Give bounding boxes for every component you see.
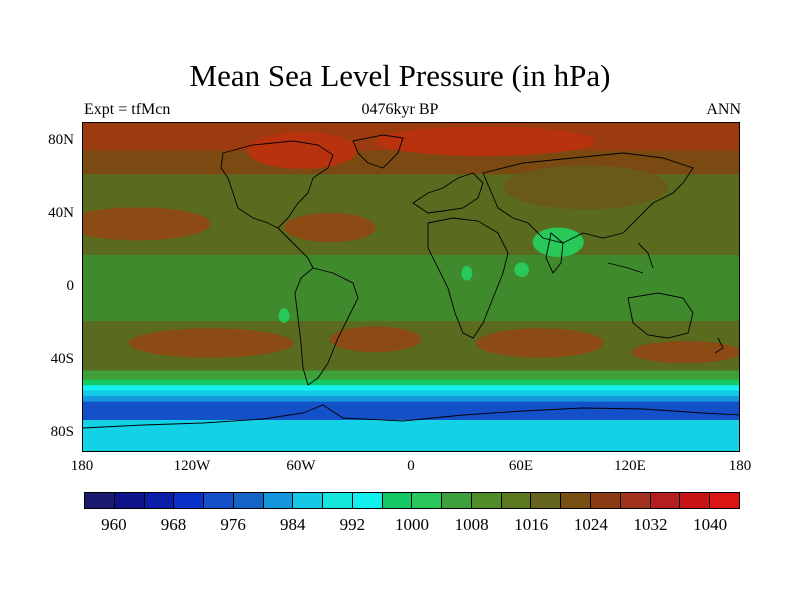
lat-label-40n: 40N [48, 205, 74, 221]
colorbar-swatch [650, 493, 681, 508]
colorbar-swatch [85, 493, 115, 508]
colorbar-swatch [352, 493, 383, 508]
colorbar-label: 1024 [573, 515, 608, 534]
colorbar-swatch [114, 493, 145, 508]
colorbar-swatch [233, 493, 264, 508]
colorbar-label: 1032 [633, 515, 668, 534]
pressure-high-cell [128, 328, 294, 358]
lon-label-120w: 120W [173, 458, 211, 474]
colorbar-swatch [501, 493, 532, 508]
colorbar-label: 1016 [514, 515, 549, 534]
lon-label-60e: 60E [508, 458, 534, 474]
colorbar-label: 984 [279, 515, 306, 534]
colorbar-label: 968 [160, 515, 187, 534]
colorbar-swatch [620, 493, 651, 508]
colorbar-swatch [680, 493, 711, 508]
pressure-band-6 [83, 370, 739, 381]
pressure-band-11 [83, 401, 739, 421]
colorbar-swatch [561, 493, 592, 508]
pressure-high-cell [83, 207, 211, 241]
lat-label-eq: 0 [66, 278, 75, 294]
pressure-low-cell [278, 308, 290, 323]
colorbar-label: 976 [220, 515, 246, 534]
lon-label-60w: 60W [286, 458, 316, 474]
pressure-high-cell [475, 328, 604, 358]
colorbar-swatch [204, 493, 234, 508]
colorbar-label: 1008 [454, 515, 489, 534]
season-label: ANN [706, 101, 741, 118]
colorbar-swatch [412, 493, 443, 508]
colorbar-swatch [710, 493, 739, 508]
colorbar-swatch [323, 493, 353, 508]
pressure-band-10 [83, 396, 739, 403]
lon-label-120e: 120E [614, 458, 646, 474]
pressure-band-8 [83, 385, 739, 392]
lon-label-0: 0 [407, 458, 415, 474]
colorbar-label: 960 [101, 515, 127, 534]
pressure-low-cell [514, 262, 529, 277]
map-title: Mean Sea Level Pressure (in hPa) [189, 58, 611, 93]
pressure-band-7 [83, 379, 739, 386]
coastlines [83, 134, 739, 429]
colorbar-label: 1040 [693, 515, 728, 534]
colorbar-swatch [144, 493, 175, 508]
pressure-band-4 [83, 255, 739, 322]
colorbar-swatch [174, 493, 205, 508]
colorbar-swatch [531, 493, 562, 508]
lat-label-80n: 80N [48, 132, 74, 148]
pressure-high-cell [247, 132, 358, 169]
pressure-high-cell [375, 126, 595, 156]
colorbar-swatch [591, 493, 621, 508]
period-label: 0476kyr BP [361, 101, 439, 118]
lon-label-180w: 180 [70, 458, 94, 474]
colorbar-swatch [471, 493, 502, 508]
lat-label-40s: 40S [50, 351, 74, 367]
pressure-field [83, 123, 739, 451]
colorbar-swatch [263, 493, 294, 508]
pressure-band-12 [83, 420, 739, 451]
colorbar [84, 492, 740, 509]
pressure-high-cell [503, 165, 668, 210]
colorbar-label: 1000 [395, 515, 429, 534]
colorbar-swatch [382, 493, 413, 508]
colorbar-swatch [442, 493, 472, 508]
colorbar-label: 992 [339, 515, 366, 534]
experiment-label: Expt = tfMcn [84, 101, 171, 118]
pressure-high-cell [284, 212, 376, 243]
pressure-high-cell [631, 341, 739, 364]
pressure-band-9 [83, 390, 739, 397]
map-plot [82, 122, 740, 452]
pressure-high-cell [329, 326, 422, 353]
lon-label-180e: 180 [728, 458, 752, 474]
pressure-low-cell [461, 266, 473, 281]
lat-label-80s: 80S [50, 424, 74, 440]
colorbar-swatch [293, 493, 324, 508]
